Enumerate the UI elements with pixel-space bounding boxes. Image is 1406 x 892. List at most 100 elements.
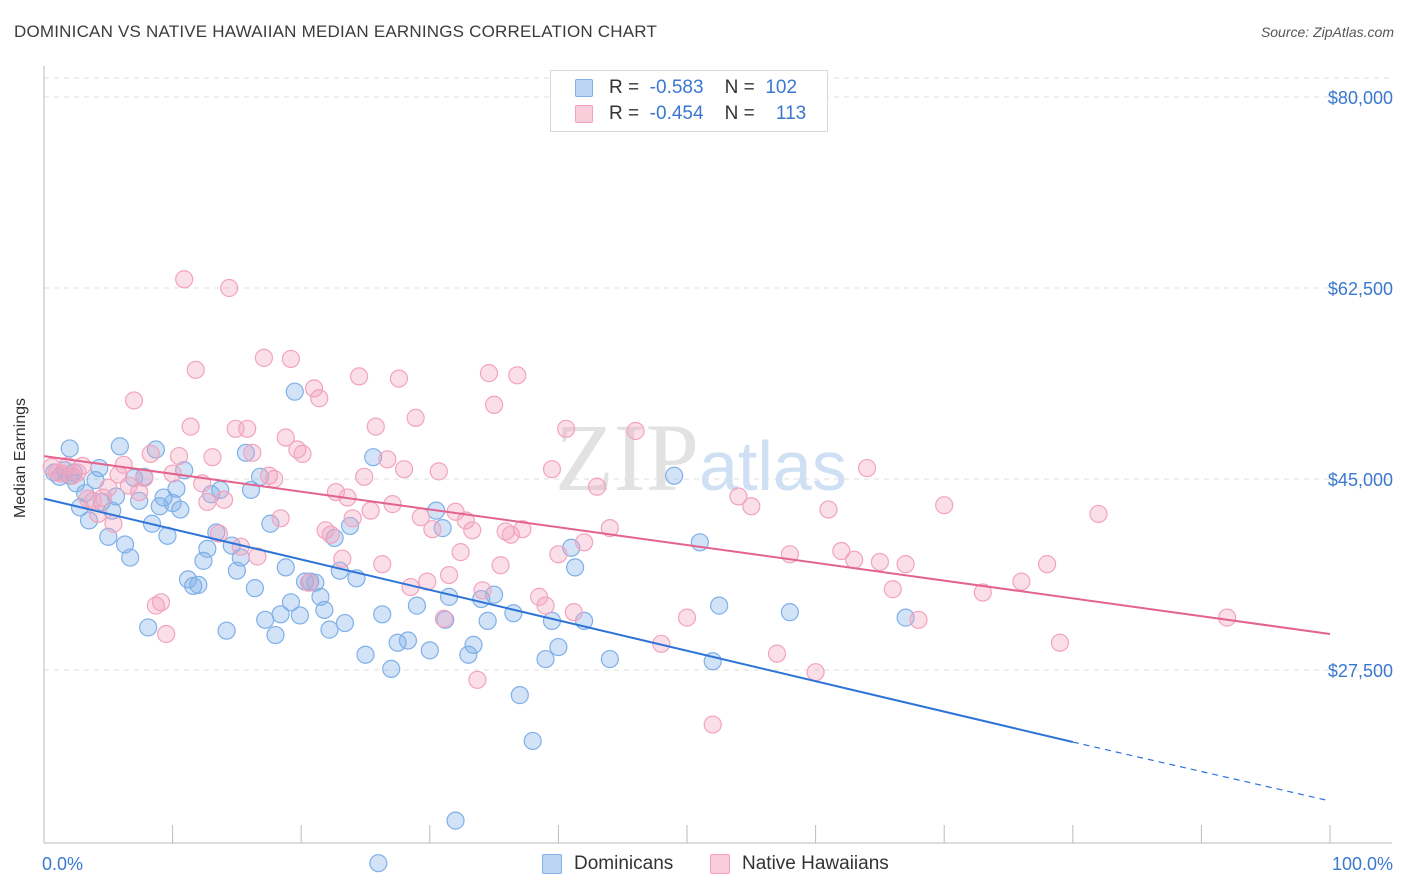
data-point [189, 575, 208, 594]
data-point [600, 649, 619, 669]
data-point [407, 596, 427, 615]
data-point [306, 573, 325, 592]
n-value: 102 [765, 77, 798, 98]
data-point [321, 525, 340, 544]
data-point [169, 446, 189, 466]
data-point [1218, 608, 1237, 627]
data-point [154, 488, 173, 507]
legend-swatch-dominicans [542, 854, 562, 874]
data-point [236, 443, 256, 462]
data-point [320, 620, 339, 639]
data-point [175, 270, 194, 289]
data-point [478, 611, 497, 630]
data-point [124, 391, 144, 410]
data-point [429, 462, 448, 481]
trend-lines [43, 455, 1331, 802]
data-point [369, 854, 388, 873]
data-point [139, 618, 158, 637]
data-point [58, 456, 77, 476]
series-dominicans [45, 382, 915, 873]
data-point [366, 417, 385, 436]
data-point [276, 428, 295, 447]
data-point [121, 548, 140, 567]
data-point [456, 511, 475, 530]
y-tick-label: $27,500 [1328, 661, 1393, 681]
data-point [310, 389, 329, 408]
n-label: N = [724, 77, 755, 98]
data-point [171, 500, 190, 519]
data-point [290, 606, 310, 625]
data-point [119, 476, 138, 495]
y-tick-label: $62,500 [1328, 279, 1393, 299]
data-point [832, 541, 851, 561]
data-point [238, 419, 257, 438]
x-tick-label-max: 100.0% [1332, 854, 1393, 874]
data-point [373, 605, 392, 624]
data-point [549, 545, 568, 564]
trend-line-native-hawaiians [43, 455, 1331, 635]
data-point [281, 593, 301, 612]
data-point [806, 663, 825, 682]
data-point [271, 509, 290, 528]
data-point [420, 641, 439, 660]
data-point [99, 478, 118, 497]
data-point [742, 497, 761, 516]
data-point [285, 382, 304, 401]
x-tick-label-min: 0.0% [42, 854, 83, 874]
data-point [281, 349, 301, 369]
data-point [203, 448, 222, 467]
chart-title: DOMINICAN VS NATIVE HAWAIIAN MEDIAN EARN… [14, 22, 658, 41]
data-point [677, 608, 697, 627]
data-point [265, 469, 284, 489]
data-point [248, 547, 267, 566]
axes [43, 66, 1392, 844]
r-label: R = [609, 77, 640, 98]
data-point [141, 444, 160, 463]
data-point [406, 408, 425, 427]
data-point [186, 360, 205, 379]
data-point [243, 443, 262, 462]
data-point [254, 348, 274, 367]
data-point [79, 511, 99, 530]
data-point [451, 543, 470, 562]
data-point [1089, 504, 1108, 524]
trend-line-dominicans-extrapolated [1072, 741, 1331, 802]
legend-stats-dominicans: R = -0.583 N = 102 [609, 77, 797, 99]
y-tick-label: $45,000 [1328, 470, 1393, 490]
data-point [600, 519, 619, 538]
data-point [767, 644, 787, 663]
data-point [626, 421, 645, 441]
data-point [549, 637, 568, 657]
data-point [209, 524, 228, 543]
series-native-hawaiians [42, 270, 1237, 734]
data-point [293, 444, 312, 463]
data-point [819, 500, 838, 519]
data-point [566, 558, 585, 577]
data-point [857, 458, 877, 478]
data-point [665, 466, 684, 485]
legend-swatch-dominicans [575, 79, 593, 97]
y-axis-label: Median Earnings [12, 397, 29, 519]
data-point [394, 460, 414, 479]
legend-swatch-native-hawaiians [575, 105, 593, 123]
data-point [198, 492, 217, 512]
data-point [575, 533, 594, 552]
r-value: -0.583 [649, 77, 704, 98]
data-point [382, 659, 401, 679]
data-point [729, 487, 748, 506]
data-point [181, 417, 200, 436]
data-point [256, 610, 275, 629]
r-label: R = [609, 103, 640, 124]
r-value: -0.454 [649, 103, 704, 124]
correlation-legend: R = -0.583 N = 102 R = -0.454 N = 113 [550, 70, 828, 132]
data-point [557, 419, 576, 438]
trend-line-dominicans [43, 497, 1074, 744]
data-point [1050, 633, 1070, 652]
data-point [94, 488, 113, 507]
data-point [423, 520, 442, 539]
data-point [459, 645, 478, 664]
series-legend: Dominicans Native Hawaiians [0, 852, 1406, 876]
data-point [510, 686, 529, 705]
data-point [389, 369, 409, 388]
